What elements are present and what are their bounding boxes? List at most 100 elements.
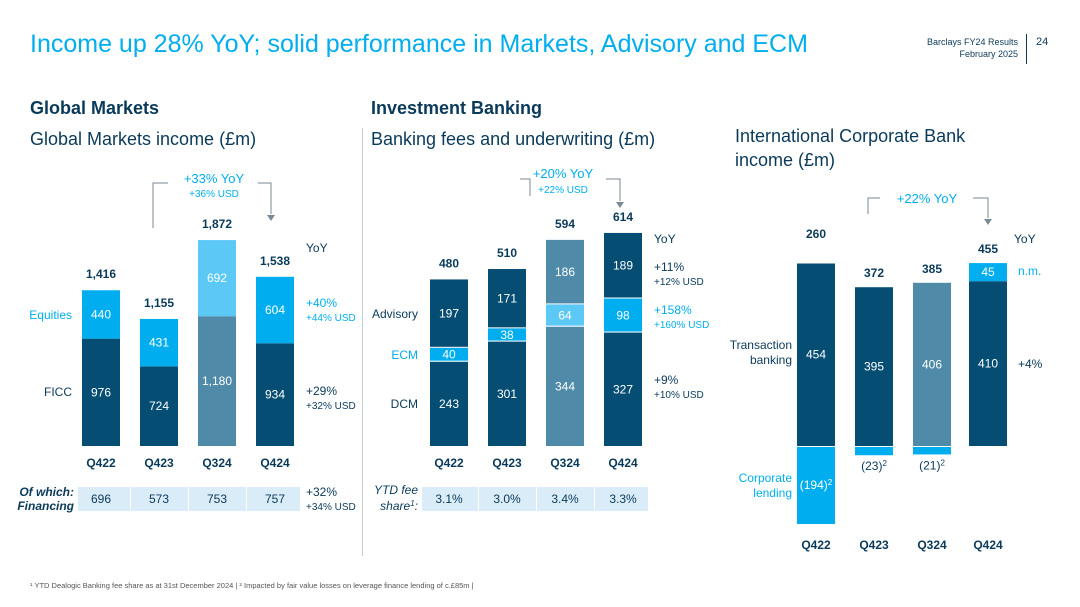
gm-bracket-right — [258, 182, 272, 214]
icb-legend-lending-line2: lending — [753, 486, 792, 500]
icb-lending-value-label: (23)2 — [861, 459, 887, 474]
page-title: Income up 28% YoY; solid performance in … — [30, 30, 808, 58]
icb-bracket-right — [973, 197, 989, 218]
global-markets-subtitle: Global Markets income (£m) — [30, 129, 257, 149]
ib-total-label: 614 — [613, 210, 633, 224]
ib-category-label: Q422 — [434, 456, 464, 470]
ib-bar-gap — [546, 303, 584, 305]
icb-transaction-value-label: 410 — [978, 357, 998, 371]
gm-table-separator — [130, 487, 131, 511]
ib-legend-dcm: DCM — [391, 397, 418, 411]
gm-total-label: 1,538 — [260, 254, 290, 268]
ib-ecm-value-label: 98 — [616, 309, 630, 323]
icb-bar-gap — [855, 446, 893, 447]
icb-total-label: 455 — [978, 242, 998, 256]
gm-total-label: 1,155 — [144, 296, 174, 310]
icb-yoy-header: YoY — [1014, 232, 1036, 246]
gm-bar-equities — [256, 276, 294, 344]
icb-bar-transaction-banking — [969, 281, 1007, 446]
ib-bar-ecm — [430, 347, 468, 362]
gm-equities-value-label: 604 — [265, 303, 285, 317]
ib-table-separator — [536, 487, 537, 511]
page-number: 24 — [1036, 36, 1049, 48]
ib-bracket-yoy: +20% YoY — [533, 166, 594, 181]
icb-category-label: Q423 — [859, 538, 889, 552]
gm-category-label: Q423 — [144, 456, 174, 470]
ib-bar-dcm — [430, 361, 468, 446]
ib-bar-dcm — [604, 332, 642, 446]
ib-bar-advisory — [546, 239, 584, 305]
ib-advisory-value-label: 197 — [439, 307, 459, 321]
gm-bracket-usd: +36% USD — [189, 189, 239, 200]
icb-bracket-arrow — [984, 219, 992, 225]
ib-bar-gap — [546, 325, 584, 327]
gm-yoy-header: YoY — [306, 241, 328, 255]
icb-total-label: 260 — [806, 227, 826, 241]
gm-bracket-yoy: +33% YoY — [184, 171, 245, 186]
footnote: ¹ YTD Dealogic Banking fee share as at 3… — [30, 581, 474, 590]
gm-ficc-value-label: 976 — [91, 385, 111, 399]
investment-banking-heading: Investment Banking — [371, 98, 543, 118]
icb-subtitle-line2: income (£m) — [735, 150, 836, 170]
header-divider — [1026, 34, 1027, 64]
ib-category-label: Q423 — [492, 456, 522, 470]
gm-bar-ficc — [140, 366, 178, 446]
icb-legend-transaction-line1: Transaction — [730, 338, 792, 352]
ib-bar-dcm — [488, 341, 526, 446]
ib-category-label: Q324 — [550, 456, 580, 470]
ib-bar-ecm — [488, 328, 526, 342]
ib-bar-gap — [604, 331, 642, 333]
gm-total-label: 1,872 — [202, 217, 232, 231]
icb-transaction-value-label: 454 — [806, 348, 826, 362]
ib-bracket-usd: +22% USD — [538, 185, 588, 196]
ib-bar-gap — [488, 340, 526, 342]
ib-dcm-value-label: 301 — [497, 387, 517, 401]
gm-table-separator — [188, 487, 189, 511]
gm-bar-ficc — [198, 316, 236, 446]
ib-dcm-value-label: 344 — [555, 379, 575, 393]
gm-ficc-value-label: 724 — [149, 399, 169, 413]
gm-financing-value: 757 — [265, 492, 285, 506]
gm-ficc-value-label: 1,180 — [202, 374, 232, 388]
icb-bar-corporate-lending — [913, 446, 951, 455]
icb-category-label: Q424 — [973, 538, 1003, 552]
icb-category-label: Q324 — [917, 538, 947, 552]
icb-bracket-left — [867, 197, 880, 214]
ib-yoy-advisory: +11% — [654, 260, 684, 274]
ib-bracket-arrow — [616, 202, 624, 208]
gm-legend-ficc: FICC — [44, 385, 72, 399]
gm-financing-value: 573 — [149, 492, 169, 506]
ib-bar-gap — [488, 327, 526, 329]
report-info: Barclays FY24 Results February 2025 — [927, 36, 1018, 60]
ib-bracket-right — [606, 178, 621, 201]
ib-table-background — [422, 487, 648, 511]
icb-bar-corporate-lending — [969, 263, 1007, 282]
ib-total-label: 594 — [555, 217, 575, 231]
ib-yoy-ecm-usd: +160% USD — [654, 320, 709, 331]
ib-ecm-value-label: 40 — [442, 348, 456, 362]
icb-yoy-lending: n.m. — [1018, 264, 1041, 278]
ib-table-separator — [594, 487, 595, 511]
ib-legend-ecm: ECM — [391, 348, 418, 362]
icb-yoy-transaction: +4% — [1018, 357, 1043, 371]
icb-total-label: 372 — [864, 266, 884, 280]
gm-equities-value-label: 692 — [207, 271, 227, 285]
gm-yoy-equities: +40% — [306, 296, 337, 310]
ib-fee-share-value: 3.4% — [551, 492, 579, 506]
ib-bar-advisory — [604, 232, 642, 299]
ib-table-separator — [478, 487, 479, 511]
global-markets-heading: Global Markets — [30, 98, 160, 118]
report-name: Barclays FY24 Results — [926, 37, 1018, 47]
ib-bar-ecm — [604, 298, 642, 333]
icb-subtitle-line1: International Corporate Bank — [735, 126, 966, 146]
gm-bar-equities — [140, 318, 178, 367]
ib-yoy-dcm: +9% — [654, 373, 679, 387]
ib-category-label: Q424 — [608, 456, 638, 470]
icb-bar-gap — [797, 446, 835, 447]
ib-advisory-value-label: 189 — [613, 259, 633, 273]
gm-table-label-line2: Financing — [17, 499, 74, 513]
ib-fee-share-value: 3.3% — [609, 492, 637, 506]
ib-advisory-value-label: 186 — [555, 265, 575, 279]
ib-total-label: 480 — [439, 256, 459, 270]
